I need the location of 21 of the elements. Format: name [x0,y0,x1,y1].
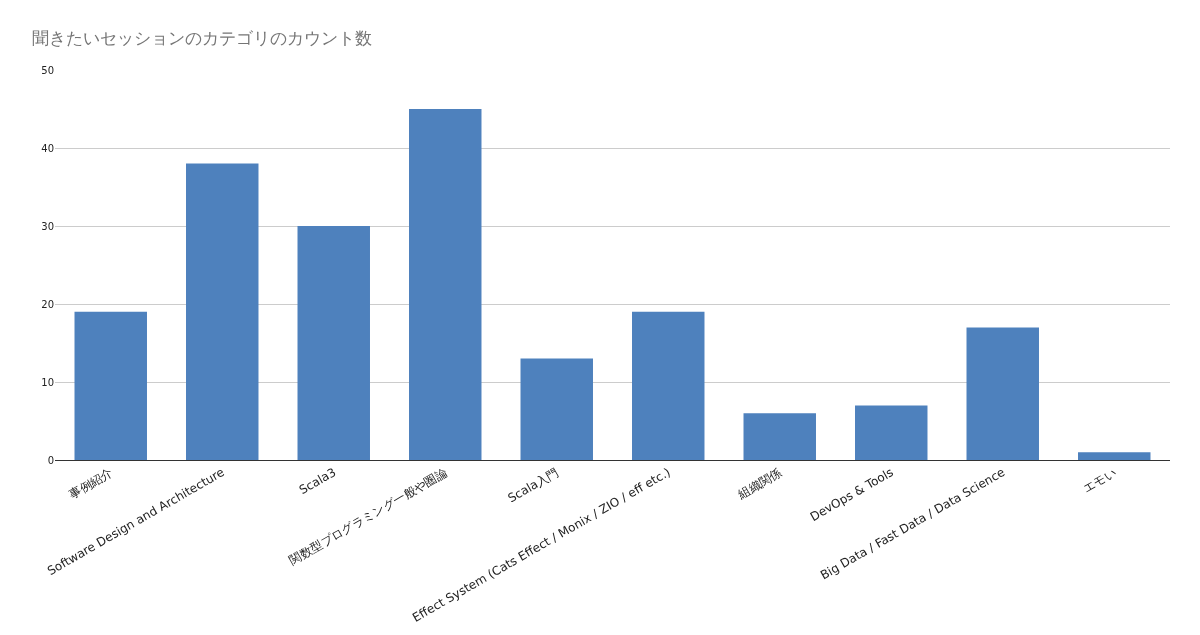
y-tick-label: 50 [41,64,54,76]
y-tick-label: 10 [41,376,54,388]
bar [855,405,928,460]
chart-title: 聞きたいセッションのカテゴリのカウント数 [32,27,373,48]
x-tick-label: 組織関係 [734,465,785,502]
bar [632,311,705,460]
x-tick-label: エモい [1080,465,1119,496]
bar [74,311,147,460]
bar [1078,452,1151,460]
y-tick-label: 0 [47,454,54,466]
bar [743,413,816,460]
bar [520,358,593,460]
y-tick-label: 30 [41,220,54,232]
x-tick-label: Scala入門 [505,465,562,506]
bar [186,163,259,460]
bar [409,109,482,460]
bar [297,226,370,460]
y-tick-label: 40 [41,142,54,154]
y-tick-label: 20 [41,298,54,310]
bar [966,327,1039,460]
x-tick-label: 事例紹介 [66,465,116,502]
